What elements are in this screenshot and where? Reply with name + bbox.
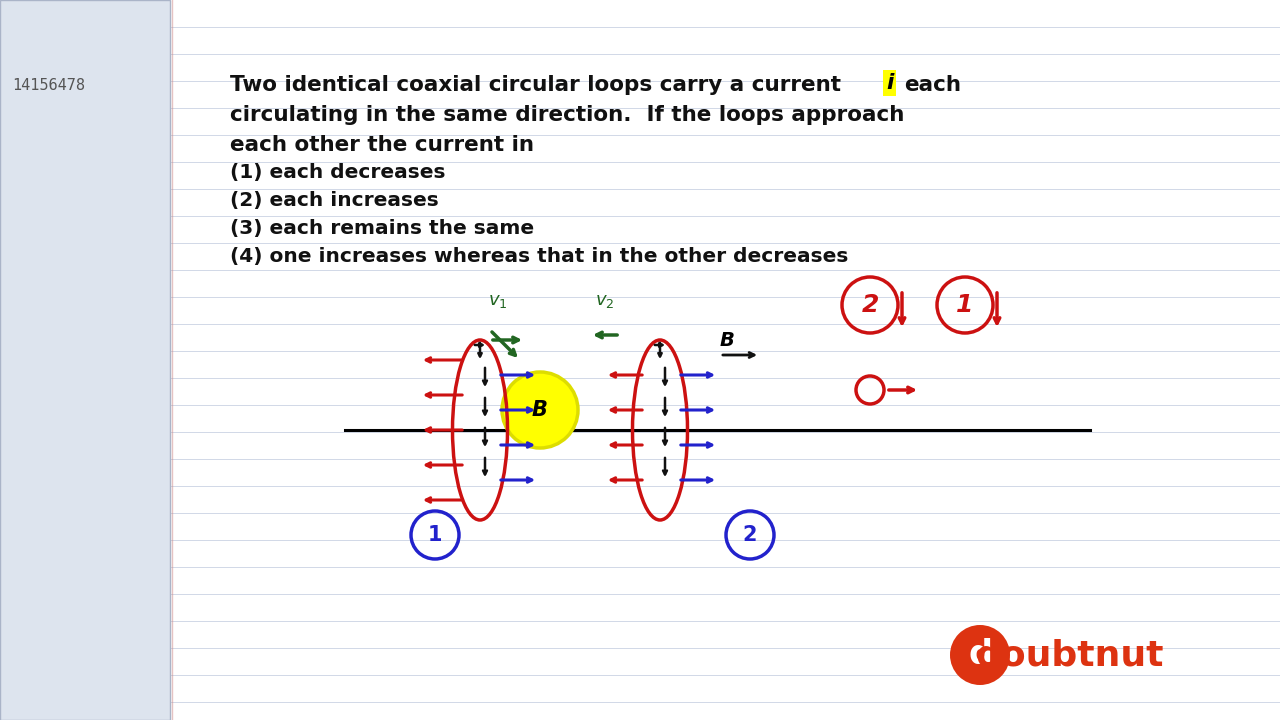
Text: 2: 2 xyxy=(742,525,758,545)
Text: $v_1$: $v_1$ xyxy=(488,292,508,310)
Text: doubtnut: doubtnut xyxy=(975,638,1165,672)
Text: B: B xyxy=(532,400,548,420)
Text: each: each xyxy=(904,75,961,95)
Text: 1: 1 xyxy=(956,293,974,317)
Text: $v_2$: $v_2$ xyxy=(595,292,614,310)
Text: 2: 2 xyxy=(861,293,878,317)
Bar xyxy=(0,0,170,720)
Text: each other the current in: each other the current in xyxy=(230,135,534,155)
Text: B: B xyxy=(719,330,735,349)
Text: Two identical coaxial circular loops carry a current: Two identical coaxial circular loops car… xyxy=(230,75,849,95)
Text: (2) each increases: (2) each increases xyxy=(230,191,439,210)
Text: (4) one increases whereas that in the other decreases: (4) one increases whereas that in the ot… xyxy=(230,247,849,266)
Text: 14156478: 14156478 xyxy=(12,78,84,93)
Text: d: d xyxy=(968,639,992,672)
Text: 1: 1 xyxy=(428,525,443,545)
Circle shape xyxy=(950,625,1010,685)
Text: (3) each remains the same: (3) each remains the same xyxy=(230,219,534,238)
Text: i: i xyxy=(886,73,893,93)
Text: circulating in the same direction.  If the loops approach: circulating in the same direction. If th… xyxy=(230,105,905,125)
Text: (1) each decreases: (1) each decreases xyxy=(230,163,445,182)
Circle shape xyxy=(502,372,579,448)
